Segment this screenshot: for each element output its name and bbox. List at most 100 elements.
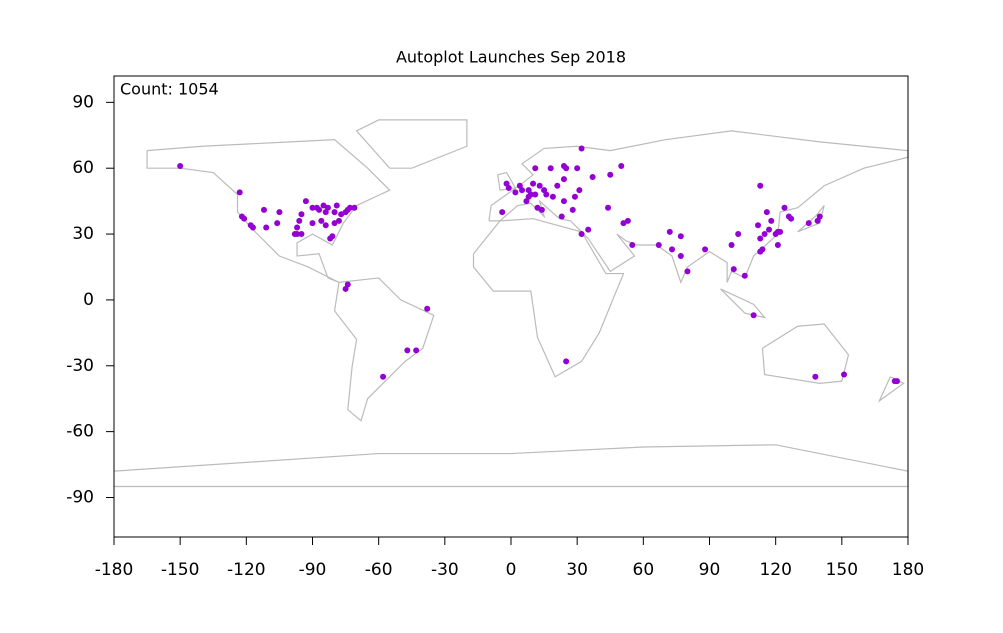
coastline — [720, 288, 767, 319]
point — [413, 347, 420, 354]
point — [563, 358, 570, 365]
point — [841, 371, 848, 378]
point — [624, 217, 631, 224]
point — [236, 189, 243, 196]
point — [532, 165, 539, 172]
x-tick-label: 90 — [699, 560, 721, 580]
coastline — [877, 376, 905, 403]
point — [547, 165, 554, 172]
y-tick-label: 30 — [72, 224, 94, 244]
point — [536, 182, 543, 189]
point — [554, 182, 561, 189]
point — [768, 217, 775, 224]
coastline — [488, 130, 909, 285]
point — [291, 231, 298, 238]
point — [177, 163, 184, 170]
x-tick-label: 180 — [892, 560, 924, 580]
y-tick-label: -90 — [66, 487, 94, 507]
points — [177, 145, 900, 385]
coastline — [146, 139, 391, 283]
point — [576, 187, 583, 194]
point — [294, 224, 301, 231]
point — [777, 228, 784, 235]
point — [812, 373, 819, 380]
point — [249, 224, 256, 231]
point — [424, 305, 431, 312]
coastline — [761, 323, 850, 384]
point — [755, 222, 762, 229]
point — [274, 220, 281, 227]
map-outline — [113, 119, 909, 488]
point — [728, 242, 735, 249]
chart-title: Autoplot Launches Sep 2018 — [396, 48, 626, 67]
count-annotation: Count: 1054 — [120, 80, 219, 99]
point — [532, 191, 539, 198]
x-tick-label: 60 — [633, 560, 655, 580]
x-tick-label: 120 — [759, 560, 791, 580]
point — [309, 204, 316, 211]
y-tick-label: 90 — [72, 92, 94, 112]
point — [589, 173, 596, 180]
point — [519, 187, 526, 194]
point — [505, 184, 512, 191]
point — [655, 242, 662, 249]
point — [560, 163, 567, 170]
coastline — [355, 119, 468, 169]
point — [263, 224, 270, 231]
point — [241, 215, 248, 222]
point — [816, 213, 823, 220]
point — [296, 217, 303, 224]
point — [761, 231, 768, 238]
point — [523, 198, 530, 205]
x-tick-label: -90 — [299, 560, 327, 580]
point — [578, 231, 585, 238]
point — [560, 198, 567, 205]
x-tick-label: 30 — [566, 560, 588, 580]
coastline — [113, 444, 909, 488]
point — [607, 171, 614, 178]
point — [316, 206, 323, 213]
y-tick-label: -60 — [66, 422, 94, 442]
point — [684, 268, 691, 275]
point — [346, 204, 353, 211]
point — [666, 228, 673, 235]
point — [757, 235, 764, 242]
point — [318, 217, 325, 224]
x-tick-label: -30 — [431, 560, 459, 580]
y-tick-label: -30 — [66, 356, 94, 376]
point — [344, 281, 351, 288]
point — [805, 220, 812, 227]
point — [324, 204, 331, 211]
point — [702, 246, 709, 253]
point — [331, 209, 338, 216]
point — [333, 202, 340, 209]
point — [735, 231, 742, 238]
point — [891, 378, 898, 385]
point — [541, 187, 548, 194]
point — [499, 209, 506, 216]
point — [351, 204, 358, 211]
point — [329, 233, 336, 240]
x-tick-label: -120 — [227, 560, 266, 580]
point — [404, 347, 411, 354]
point — [677, 253, 684, 260]
point — [618, 163, 625, 170]
point — [558, 213, 565, 220]
point — [785, 213, 792, 220]
point — [757, 182, 764, 189]
point — [578, 145, 585, 152]
point — [750, 312, 757, 319]
x-tick-label: -60 — [365, 560, 393, 580]
point — [766, 226, 773, 233]
x-tick-label: -150 — [161, 560, 200, 580]
point — [571, 193, 578, 200]
point — [530, 180, 537, 187]
point — [260, 206, 267, 213]
point — [677, 233, 684, 240]
point — [781, 204, 788, 211]
point — [538, 206, 545, 213]
point — [605, 204, 612, 211]
point — [757, 248, 764, 255]
y-tick-label: 0 — [83, 290, 94, 310]
